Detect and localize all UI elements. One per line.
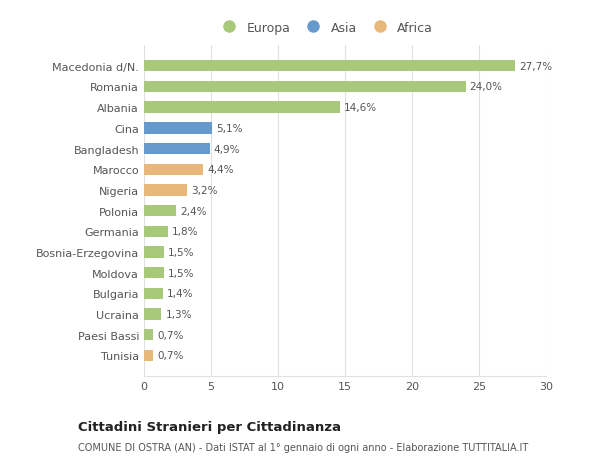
Bar [144,330,154,341]
Bar [144,82,466,93]
Bar [144,288,163,299]
Bar [144,144,209,155]
Bar [144,268,164,279]
Text: 2,4%: 2,4% [180,206,206,216]
Bar [144,206,176,217]
Bar [144,226,168,237]
Bar [144,350,154,361]
Text: COMUNE DI OSTRA (AN) - Dati ISTAT al 1° gennaio di ogni anno - Elaborazione TUTT: COMUNE DI OSTRA (AN) - Dati ISTAT al 1° … [78,442,528,452]
Bar [144,185,187,196]
Text: 27,7%: 27,7% [519,62,553,72]
Text: 0,7%: 0,7% [157,330,184,340]
Text: 1,5%: 1,5% [168,247,194,257]
Bar [144,309,161,320]
Text: 4,9%: 4,9% [214,144,240,154]
Text: Cittadini Stranieri per Cittadinanza: Cittadini Stranieri per Cittadinanza [78,420,341,433]
Text: 1,5%: 1,5% [168,268,194,278]
Bar [144,102,340,113]
Bar [144,61,515,72]
Text: 24,0%: 24,0% [470,82,503,92]
Bar [144,164,203,175]
Legend: Europa, Asia, Africa: Europa, Asia, Africa [214,19,436,37]
Text: 14,6%: 14,6% [344,103,377,113]
Text: 1,4%: 1,4% [167,289,193,299]
Text: 5,1%: 5,1% [217,123,243,134]
Text: 4,4%: 4,4% [207,165,233,175]
Bar [144,247,164,258]
Text: 0,7%: 0,7% [157,351,184,361]
Text: 1,3%: 1,3% [166,309,192,319]
Text: 3,2%: 3,2% [191,185,217,196]
Text: 1,8%: 1,8% [172,227,199,237]
Bar [144,123,212,134]
